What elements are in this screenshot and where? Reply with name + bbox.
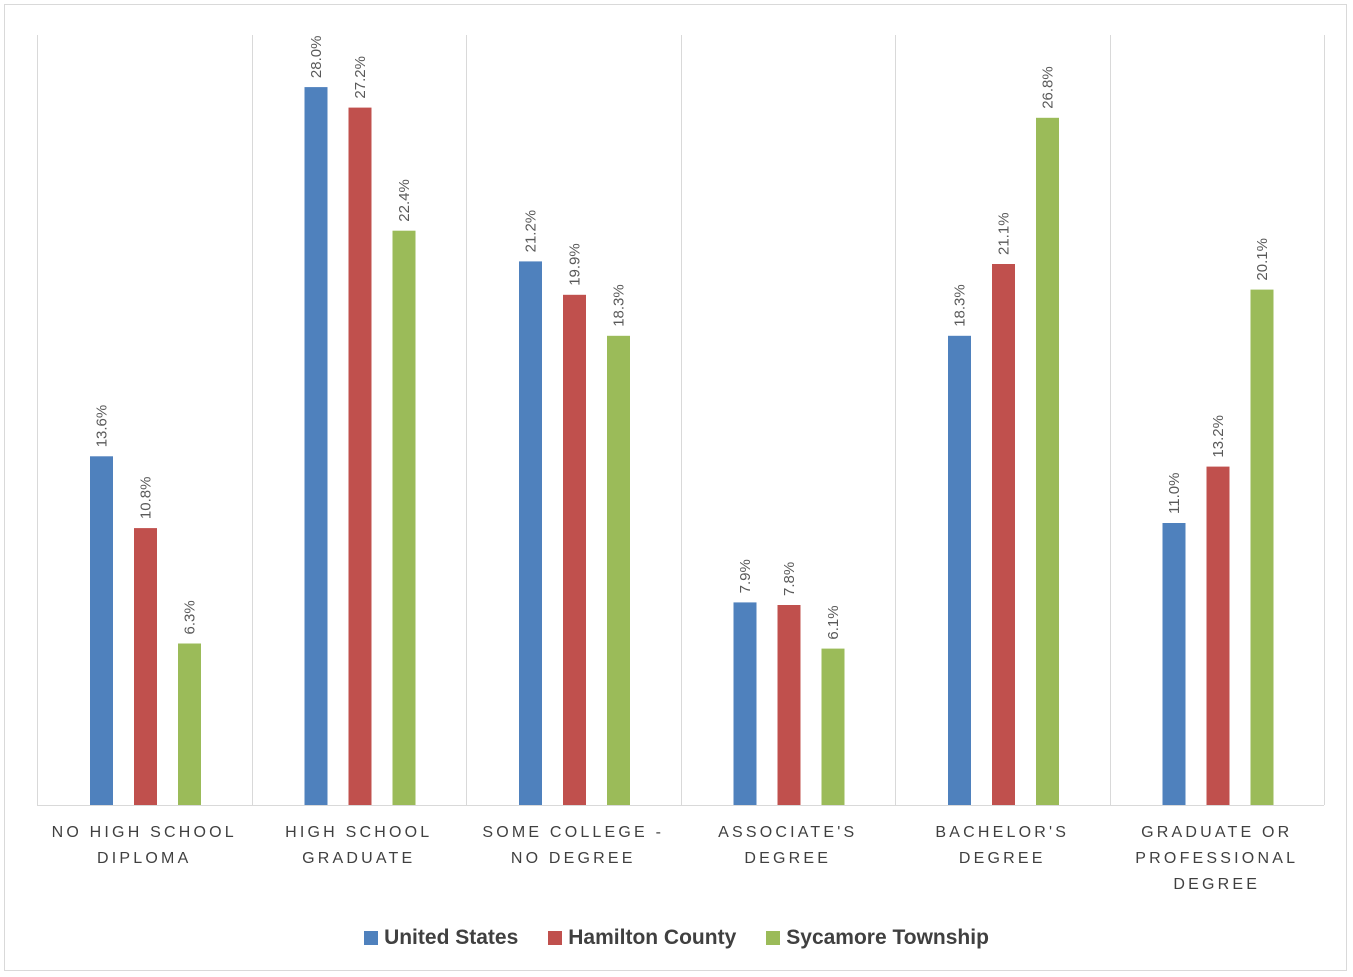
data-label: 21.2% [523, 210, 540, 253]
category-label-line: DEGREE [1173, 876, 1261, 893]
data-label: 22.4% [396, 179, 413, 222]
legend-item-sycamore-township: Sycamore Township [766, 926, 989, 950]
data-label: 6.1% [825, 605, 842, 639]
bar-sycamore-township [821, 648, 845, 805]
bar-hamilton-county [134, 528, 157, 805]
data-label: 6.3% [182, 600, 199, 634]
data-label: 13.2% [1210, 415, 1227, 458]
legend-item-hamilton-county: Hamilton County [548, 926, 736, 950]
bar-hamilton-county [992, 264, 1015, 805]
bar-united-states [948, 335, 971, 805]
category-label: HIGH SCHOOL GRADUATE [253, 820, 465, 872]
legend-swatch-sycamore-township [766, 931, 781, 945]
category-label-line: SOME COLLEGE - [482, 824, 665, 841]
data-label: 18.3% [611, 284, 628, 327]
category-label-line: GRADUATE OR [1141, 824, 1293, 841]
data-label: 11.0% [1166, 473, 1183, 514]
legend: United States Hamilton County Sycamore T… [0, 922, 1353, 954]
category-label-line: NO HIGH SCHOOL [51, 824, 237, 841]
category-label-line: ASSOCIATE'S [718, 824, 858, 841]
legend-label: Sycamore Township [786, 926, 989, 949]
category-label: NO HIGH SCHOOL DIPLOMA [38, 820, 250, 872]
bar-united-states [1162, 523, 1186, 805]
data-label: 26.8% [1040, 66, 1057, 109]
bar-sycamore-township [392, 230, 416, 805]
bar-sycamore-township [1250, 289, 1274, 806]
data-label: 27.2% [352, 56, 369, 99]
bar-sycamore-township [178, 643, 201, 805]
category-label-line: DEGREE [958, 850, 1046, 867]
data-label: 7.9% [737, 559, 754, 593]
bar-united-states [519, 261, 542, 805]
bar-sycamore-township [1036, 117, 1059, 806]
bar-hamilton-county [348, 107, 372, 806]
data-label: 19.9% [567, 243, 584, 286]
legend-item-united-states: United States [364, 926, 518, 950]
data-label: 13.6% [94, 405, 111, 448]
data-label: 28.0% [308, 36, 325, 79]
legend-swatch-hamilton-county [548, 931, 563, 945]
category-label-line: BACHELOR'S [935, 824, 1070, 841]
data-label: 18.3% [952, 284, 969, 327]
legend-swatch-united-states [364, 931, 379, 945]
legend-label: United States [384, 926, 519, 949]
data-label: 10.8% [138, 477, 155, 520]
bar-united-states [733, 602, 757, 805]
category-label-line: PROFESSIONAL [1135, 850, 1299, 867]
legend-label: Hamilton County [568, 926, 737, 949]
chart-frame [4, 4, 1347, 971]
bar-united-states [90, 456, 113, 805]
category-label-line: NO DEGREE [510, 850, 636, 867]
category-label-line: GRADUATE [302, 850, 416, 867]
data-label: 7.8% [781, 562, 798, 596]
data-label: 20.1% [1254, 238, 1271, 281]
data-label: 21.1% [996, 212, 1013, 255]
category-label: ASSOCIATE'S DEGREE [682, 820, 894, 872]
bar-hamilton-county [563, 294, 586, 805]
category-label: BACHELOR'S DEGREE [896, 820, 1108, 872]
category-label-line: DEGREE [744, 850, 832, 867]
category-label: GRADUATE OR PROFESSIONAL DEGREE [1111, 820, 1323, 898]
category-label-line: DIPLOMA [97, 850, 192, 867]
bar-hamilton-county [1206, 466, 1230, 805]
category-label-line: HIGH SCHOOL [285, 824, 433, 841]
category-label: SOME COLLEGE - NO DEGREE [467, 820, 679, 872]
bar-united-states [304, 87, 328, 806]
bar-sycamore-township [607, 335, 630, 805]
bar-hamilton-county [777, 605, 801, 805]
